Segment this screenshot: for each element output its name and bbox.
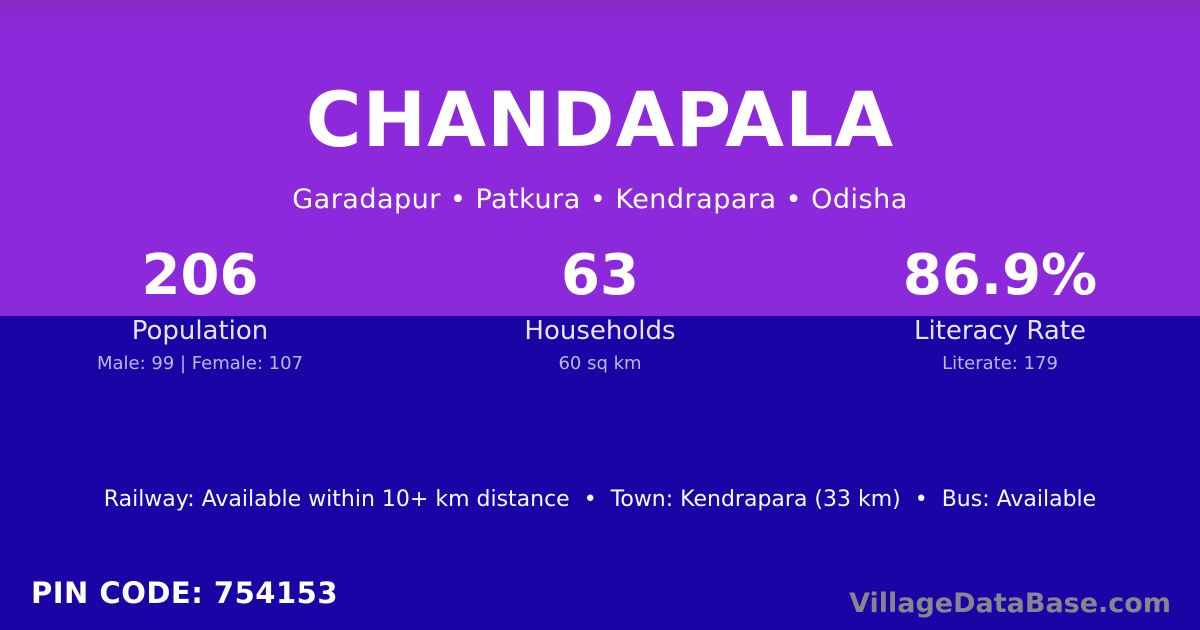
stat-literacy: 86.9% Literacy Rate Literate: 179 [800, 248, 1200, 374]
population-detail: Male: 99 | Female: 107 [96, 353, 304, 374]
stat-households: 63 Households 60 sq km [400, 248, 800, 374]
website-watermark: VillageDataBase.com [849, 588, 1171, 619]
households-detail: 60 sq km [558, 353, 642, 374]
literacy-value: 86.9% [902, 243, 1098, 308]
population-label: Population [131, 316, 269, 346]
households-value: 63 [561, 243, 639, 308]
amenities-info-line: Railway: Available within 10+ km distanc… [103, 487, 1097, 512]
location-breadcrumb: Garadapur • Patkura • Kendrapara • Odish… [292, 184, 908, 215]
literacy-label: Literacy Rate [913, 316, 1087, 346]
pin-code-label: PIN CODE: 754153 [31, 576, 338, 610]
bottom-background-panel [0, 316, 1200, 630]
households-label: Households [524, 316, 676, 346]
stat-population: 206 Population Male: 99 | Female: 107 [0, 248, 400, 374]
population-value: 206 [141, 243, 259, 308]
village-name-title: CHANDAPALA [305, 75, 895, 164]
top-background-panel [0, 0, 1200, 316]
literacy-detail: Literate: 179 [942, 353, 1058, 374]
stats-row: 206 Population Male: 99 | Female: 107 63… [0, 248, 1200, 374]
